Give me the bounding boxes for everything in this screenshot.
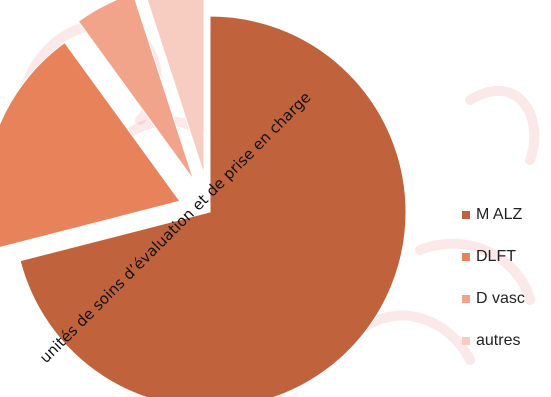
legend-item-d-vasc: D vasc <box>462 289 525 309</box>
legend-item-m-alz: M ALZ <box>462 205 525 225</box>
pie-slice-dlft <box>0 41 181 248</box>
legend-item-dlft: DLFT <box>462 247 525 267</box>
legend-label-m-alz: M ALZ <box>476 206 523 223</box>
legend: M ALZ DLFT D vasc autres <box>462 205 525 373</box>
legend-label-d-vasc: D vasc <box>476 290 525 307</box>
legend-swatch-m-alz <box>462 211 470 219</box>
legend-item-autres: autres <box>462 331 525 351</box>
legend-swatch-autres <box>462 337 470 345</box>
pie-slice-d-vasc <box>77 0 195 181</box>
legend-swatch-d-vasc <box>462 295 470 303</box>
legend-label-dlft: DLFT <box>476 248 516 265</box>
pie-slice-autres <box>146 0 205 175</box>
legend-swatch-dlft <box>462 253 470 261</box>
pie-slice-m-alz <box>19 15 407 397</box>
legend-label-autres: autres <box>476 332 521 349</box>
